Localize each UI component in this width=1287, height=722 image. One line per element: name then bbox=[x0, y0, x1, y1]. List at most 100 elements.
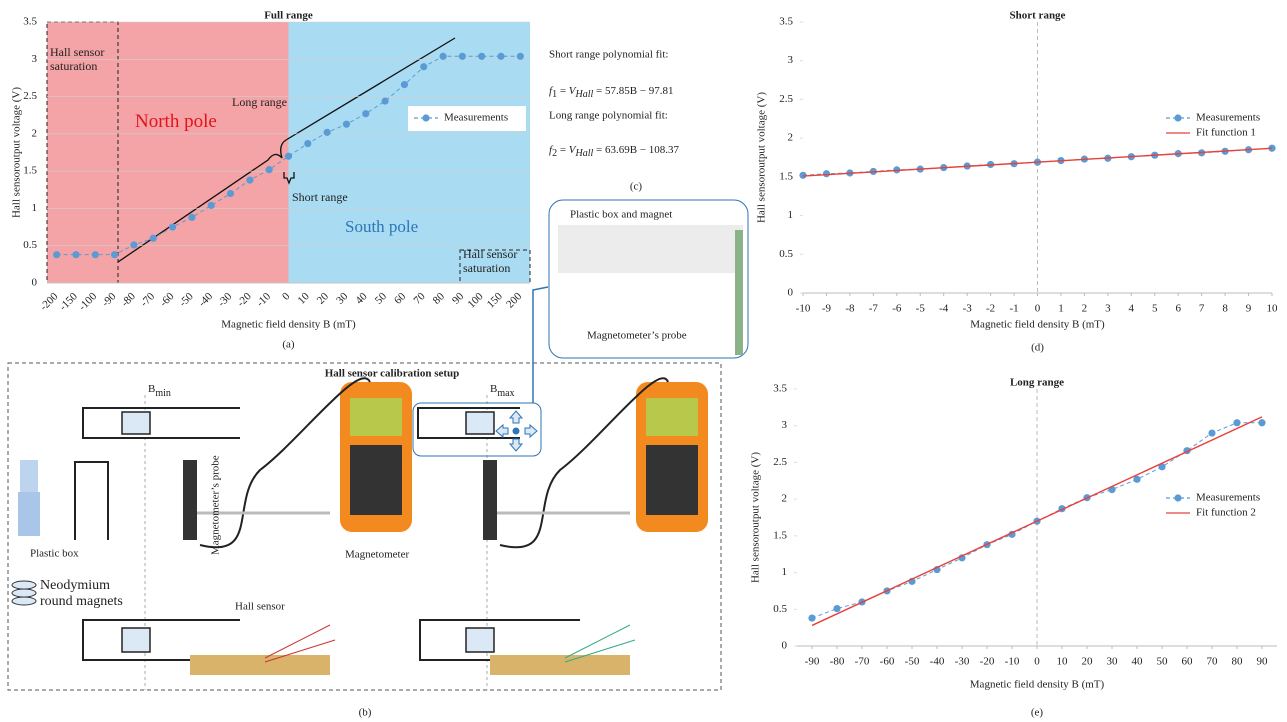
annotation: Short range bbox=[292, 190, 348, 204]
legend-marker bbox=[422, 114, 430, 122]
x-tick-label: -40 bbox=[196, 290, 215, 309]
data-point bbox=[284, 152, 293, 160]
x-tick-label: 80 bbox=[431, 290, 448, 307]
x-tick-label: 20 bbox=[1082, 656, 1094, 668]
annotation: North pole bbox=[135, 111, 217, 132]
x-tick-label: 100 bbox=[465, 290, 486, 311]
data-point bbox=[207, 201, 215, 210]
inset-photo bbox=[558, 225, 743, 273]
setup-frame bbox=[7, 362, 722, 691]
y-tick-label: 3.5 bbox=[779, 16, 793, 28]
x-tick-label: 4 bbox=[1129, 303, 1135, 315]
x-tick-label: 7 bbox=[1199, 303, 1205, 315]
y-tick-label: 2 bbox=[788, 132, 794, 144]
y-tick-label: 2 bbox=[782, 493, 788, 505]
x-tick-label: 10 bbox=[1057, 656, 1069, 668]
y-tick-label: 1 bbox=[32, 202, 38, 214]
legend-label: Fit function 1 bbox=[1196, 127, 1256, 139]
x-tick-label: -10 bbox=[1005, 656, 1020, 668]
x-tick-label: 90 bbox=[450, 290, 467, 307]
x-tick-label: -80 bbox=[119, 290, 138, 309]
b: B bbox=[148, 383, 155, 395]
annotation: Hall sensor saturation bbox=[463, 247, 518, 275]
x-tick-label: 40 bbox=[353, 290, 370, 307]
x-tick-label: -40 bbox=[930, 656, 945, 668]
legend-label: Fit function 2 bbox=[1196, 507, 1256, 519]
sub: max bbox=[497, 388, 514, 399]
x-tick-label: -20 bbox=[235, 290, 254, 309]
x-tick-label: -70 bbox=[138, 290, 157, 309]
magnetometer-label: Magnetometer bbox=[345, 549, 409, 561]
data-point bbox=[111, 251, 119, 259]
y-tick-label: 2.5 bbox=[23, 90, 37, 102]
y-axis-label: Hall sensoroutput voltage (V) bbox=[756, 92, 768, 223]
x-tick-label: 6 bbox=[1175, 303, 1181, 315]
series-line bbox=[802, 147, 1273, 177]
data-point bbox=[1233, 419, 1241, 427]
data-point bbox=[362, 110, 370, 118]
x-tick-label: 10 bbox=[295, 290, 312, 307]
eq-part: = 57.85B − 97.81 bbox=[593, 85, 673, 97]
data-point bbox=[1158, 463, 1166, 471]
bmax-label: Bmax bbox=[490, 383, 515, 400]
data-point bbox=[822, 170, 831, 178]
chart-title: Full range bbox=[264, 10, 313, 22]
x-tick-label: -10 bbox=[796, 303, 811, 315]
y-tick-label: 1.5 bbox=[773, 529, 787, 541]
x-tick-label: 60 bbox=[392, 290, 409, 307]
data-point bbox=[168, 223, 177, 231]
x-tick-label: -6 bbox=[892, 303, 902, 315]
x-tick-label: 60 bbox=[1182, 656, 1194, 668]
eq-part: 2 bbox=[552, 148, 557, 159]
data-point bbox=[808, 614, 816, 622]
x-tick-label: 150 bbox=[485, 290, 506, 311]
equation-heading: Long range polynomial fit: bbox=[549, 110, 668, 122]
eq-part: f bbox=[549, 144, 554, 156]
caption: (d) bbox=[1031, 342, 1044, 354]
south-region bbox=[288, 22, 530, 283]
data-point bbox=[342, 120, 351, 128]
data-point bbox=[323, 128, 331, 136]
hall-sensor-label: Hall sensor bbox=[235, 601, 285, 613]
short-range-brace bbox=[283, 172, 295, 185]
data-point bbox=[381, 97, 389, 105]
y-tick-label: 2.5 bbox=[773, 456, 787, 468]
x-tick-label: 50 bbox=[1157, 656, 1169, 668]
data-point bbox=[497, 52, 505, 60]
y-tick-label: 0.5 bbox=[23, 239, 37, 251]
annotation: Hall sensor saturation bbox=[50, 45, 105, 73]
equation: f2 = VHall = 63.69B − 108.37 bbox=[549, 144, 680, 160]
magnet-icon bbox=[11, 580, 37, 606]
y-tick-label: 2.5 bbox=[779, 93, 793, 105]
x-tick-label: -70 bbox=[855, 656, 870, 668]
highlight-box bbox=[412, 402, 542, 457]
x-tick-label: 0 bbox=[280, 290, 293, 303]
y-tick-label: 1.5 bbox=[23, 165, 37, 177]
north-region bbox=[47, 22, 289, 283]
series-line bbox=[811, 416, 1263, 627]
x-tick-label: 2 bbox=[1082, 303, 1088, 315]
plastic-box-icon bbox=[20, 460, 38, 492]
x-tick-label: 5 bbox=[1152, 303, 1158, 315]
y-axis-label: Hall sensoroutput voltage (V) bbox=[750, 452, 762, 583]
caption: (c) bbox=[630, 181, 643, 193]
x-tick-label: 30 bbox=[334, 290, 351, 307]
x-tick-label: 200 bbox=[504, 290, 525, 311]
box-drawings bbox=[74, 407, 580, 661]
data-point bbox=[833, 604, 841, 613]
data-point bbox=[400, 81, 409, 89]
x-tick-label: -9 bbox=[822, 303, 832, 315]
bmin-label: Bmin bbox=[148, 383, 171, 400]
y-tick-label: 2 bbox=[32, 127, 38, 139]
magnetometer-drawing bbox=[183, 377, 708, 675]
x-tick-label: -50 bbox=[177, 290, 196, 309]
y-tick-label: 3 bbox=[788, 54, 794, 66]
x-tick-label: -1 bbox=[1009, 303, 1018, 315]
y-tick-label: 3 bbox=[32, 53, 38, 65]
x-tick-label: -30 bbox=[216, 290, 235, 309]
data-point bbox=[304, 139, 312, 148]
legend-label: Measurements bbox=[1196, 492, 1260, 504]
data-point bbox=[1268, 144, 1276, 152]
eq-part: f bbox=[549, 85, 554, 97]
